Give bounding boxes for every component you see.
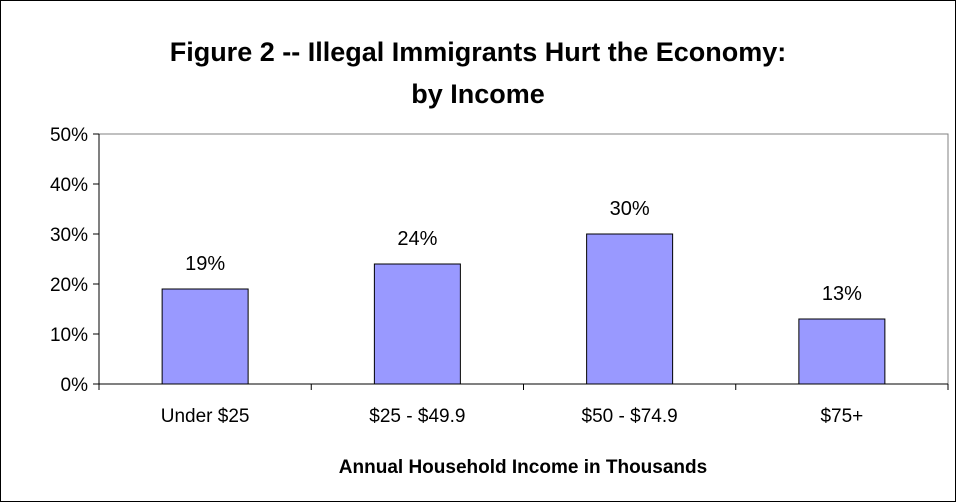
bar [798, 318, 886, 385]
x-category-label: $50 - $74.9 [582, 406, 678, 427]
x-category-label: Under $25 [161, 406, 250, 427]
bar-data-label: 13% [822, 283, 862, 305]
y-tick-label: 10% [50, 325, 88, 346]
y-tick-label: 40% [50, 175, 88, 196]
bar-data-label: 19% [185, 253, 225, 275]
bar-data-label: 30% [610, 198, 650, 220]
bar [586, 233, 674, 385]
bar [161, 288, 249, 385]
chart-title-line-2: by Income [411, 79, 545, 109]
x-category-label: $75+ [820, 406, 863, 427]
bar [373, 263, 461, 385]
data-labels: 19% 24% 30% 13% [185, 198, 862, 305]
axes: 0% 10% 20% 30% 40% 50% Under $25 $25 - $49.9 $50… [50, 125, 949, 427]
bar-data-label: 24% [397, 228, 437, 250]
bars [161, 233, 886, 385]
y-tick-label: 0% [61, 375, 89, 396]
y-tick-label: 50% [50, 125, 88, 146]
x-category-label: $25 - $49.9 [369, 406, 465, 427]
y-tick-label: 30% [50, 225, 88, 246]
chart-title-line-1: Figure 2 -- Illegal Immigrants Hurt the … [170, 37, 787, 67]
y-tick-label: 20% [50, 275, 88, 296]
x-axis-label: Annual Household Income in Thousands [339, 457, 707, 478]
